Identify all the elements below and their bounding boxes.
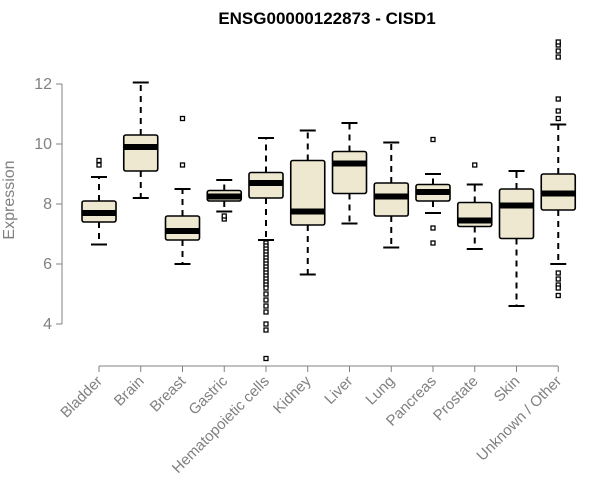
box-group [498, 170, 535, 307]
x-tick-label: Bladder [57, 373, 106, 422]
box-group [248, 137, 284, 362]
outlier-point [221, 213, 227, 219]
box-series [81, 39, 577, 362]
outlier-point [430, 240, 436, 246]
outlier-point [96, 157, 102, 164]
box-group [289, 129, 326, 276]
y-tick-label: 10 [34, 136, 52, 153]
y-axis-label: Expression [1, 160, 18, 239]
outlier-point [263, 297, 269, 303]
chart-title: ENSG00000122873 - CISD1 [218, 9, 435, 28]
box-iqr [289, 159, 326, 226]
box-group [81, 157, 117, 246]
y-tick-label: 12 [34, 76, 52, 93]
outlier-point [263, 355, 269, 362]
outlier-point [472, 162, 478, 168]
box-group [415, 136, 451, 246]
x-tick-label: Kidney [270, 372, 315, 417]
outlier-point [263, 303, 269, 309]
outlier-point [96, 162, 102, 168]
box-group [373, 141, 410, 249]
box-iqr [498, 188, 535, 240]
y-tick-label: 6 [43, 256, 52, 273]
outlier-point [555, 276, 561, 282]
y-axis-ticks: 4 6 8 10 12 [34, 76, 62, 333]
box-group [540, 39, 577, 299]
outlier-point [555, 285, 561, 291]
box-group [164, 115, 201, 265]
y-tick-label: 8 [43, 196, 52, 213]
outlier-point [179, 115, 186, 122]
outlier-point [263, 309, 269, 315]
outlier-point [555, 96, 561, 102]
box-iqr [122, 134, 159, 172]
outlier-point [555, 108, 561, 114]
outlier-point [555, 54, 561, 60]
outlier-point [263, 291, 269, 297]
x-tick-label: Prostate [430, 373, 482, 425]
box-iqr [331, 150, 368, 195]
x-tick-label: Breast [147, 372, 190, 415]
outlier-point [430, 136, 436, 143]
outlier-point [179, 162, 186, 168]
y-tick-label: 4 [43, 316, 52, 333]
x-tick-label: Skin [491, 373, 524, 406]
outlier-point [555, 292, 561, 299]
outlier-point [555, 48, 561, 54]
outlier-point [555, 39, 561, 45]
box-group [331, 122, 368, 225]
outlier-point [263, 327, 269, 333]
x-tick-label: Liver [321, 373, 356, 408]
x-tick-label: Brain [111, 373, 148, 410]
outlier-point [263, 321, 269, 327]
outlier-point [430, 225, 436, 231]
box-group [206, 179, 243, 222]
x-tick-label: Lung [362, 373, 398, 409]
outlier-point [555, 270, 561, 276]
outlier-point [263, 285, 269, 291]
box-group [122, 81, 159, 199]
box-group [456, 162, 493, 250]
outlier-point [555, 115, 561, 122]
